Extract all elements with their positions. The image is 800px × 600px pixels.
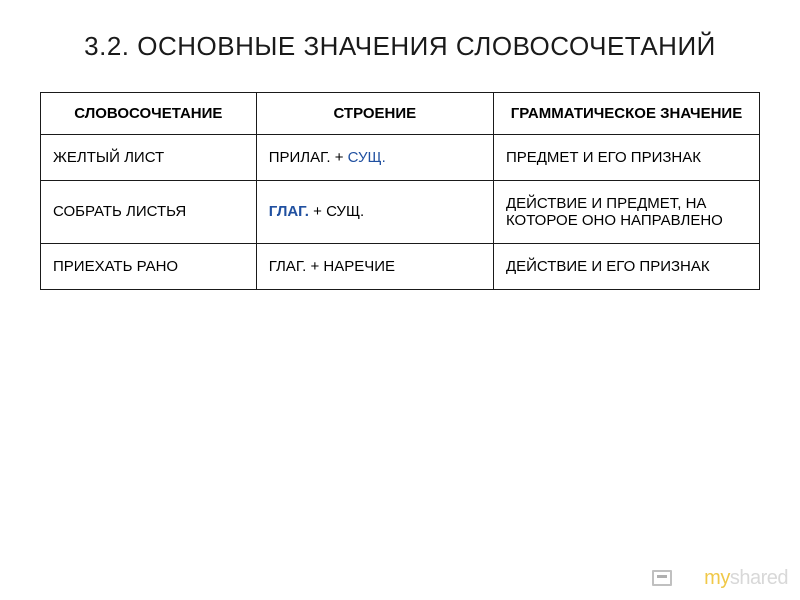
table-header-row: СЛОВОСОЧЕТАНИЕ СТРОЕНИЕ ГРАММАТИЧЕСКОЕ З… [41, 92, 760, 134]
slide-icon [652, 570, 672, 586]
struct-highlight: СУЩ. [348, 149, 386, 166]
struct-highlight: ГЛАГ. [269, 203, 309, 220]
content-table: СЛОВОСОЧЕТАНИЕ СТРОЕНИЕ ГРАММАТИЧЕСКОЕ З… [40, 92, 760, 290]
table-row: ПРИЕХАТЬ РАНО ГЛАГ. + НАРЕЧИЕ ДЕЙСТВИЕ И… [41, 243, 760, 289]
cell-phrase: СОБРАТЬ ЛИСТЬЯ [41, 180, 257, 243]
cell-meaning: ДЕЙСТВИЕ И ПРЕДМЕТ, НА КОТОРОЕ ОНО НАПРА… [493, 180, 759, 243]
logo-my: my [704, 567, 730, 589]
table-header-meaning: ГРАММАТИЧЕСКОЕ ЗНАЧЕНИЕ [493, 92, 759, 134]
cell-structure: ПРИЛАГ. + СУЩ. [256, 134, 493, 180]
cell-structure: ГЛАГ. + СУЩ. [256, 180, 493, 243]
cell-meaning: ДЕЙСТВИЕ И ЕГО ПРИЗНАК [493, 243, 759, 289]
cell-phrase: ПРИЕХАТЬ РАНО [41, 243, 257, 289]
cell-phrase: ЖЕЛТЫЙ ЛИСТ [41, 134, 257, 180]
table-header-structure: СТРОЕНИЕ [256, 92, 493, 134]
slide-title: 3.2. ОСНОВНЫЕ ЗНАЧЕНИЯ СЛОВОСОЧЕТАНИЙ [40, 30, 760, 64]
struct-pre: ГЛАГ. + НАРЕЧИЕ [269, 258, 395, 275]
struct-post: + СУЩ. [309, 203, 364, 220]
table-row: СОБРАТЬ ЛИСТЬЯ ГЛАГ. + СУЩ. ДЕЙСТВИЕ И П… [41, 180, 760, 243]
table-header-phrase: СЛОВОСОЧЕТАНИЕ [41, 92, 257, 134]
cell-structure: ГЛАГ. + НАРЕЧИЕ [256, 243, 493, 289]
myshared-logo: myshared [704, 567, 788, 590]
table-row: ЖЕЛТЫЙ ЛИСТ ПРИЛАГ. + СУЩ. ПРЕДМЕТ И ЕГО… [41, 134, 760, 180]
logo-shared: shared [730, 567, 788, 589]
struct-pre: ПРИЛАГ. + [269, 149, 348, 166]
cell-meaning: ПРЕДМЕТ И ЕГО ПРИЗНАК [493, 134, 759, 180]
